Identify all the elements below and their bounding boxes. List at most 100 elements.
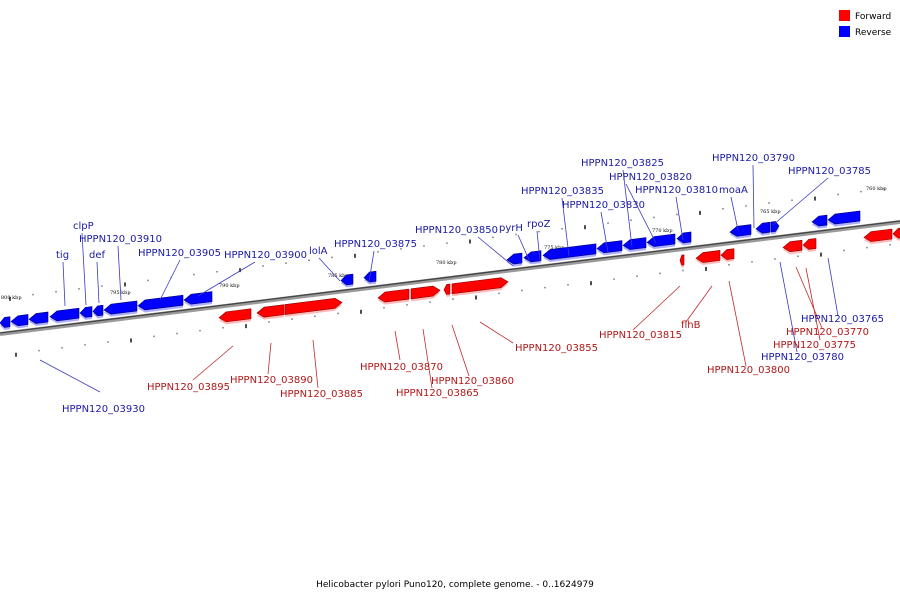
gene-arrow-hppn120_03855[interactable] [451,277,509,297]
gene-label-hppn120_03830[interactable]: HPPN120_03830 [562,200,645,211]
leader-line [730,196,739,231]
leader-line [827,257,839,317]
leader-line [479,321,514,344]
gene-arrow-unlabeled-2[interactable] [10,314,29,329]
gene-arrow-hppn120_03775[interactable] [782,239,803,255]
gene-label-hppn120_03825[interactable]: HPPN120_03825 [581,158,664,169]
gene-label-hppn120_03905[interactable]: HPPN120_03905 [138,248,221,259]
gene-arrow-hppn120_03905[interactable] [137,294,184,313]
gene-label-hppn120_03865[interactable]: HPPN120_03865 [396,388,479,399]
gene-arrow-hppn120_03790[interactable] [755,221,771,236]
gene-arrow-def[interactable] [92,304,104,319]
gene-label-hppn120_03860[interactable]: HPPN120_03860 [431,376,514,387]
gene-arrow-hppn120_03895[interactable] [218,308,252,325]
gene-arrow-moaa[interactable] [729,224,752,239]
scale-label-kbp: 785 kbp [328,273,349,279]
gene-label-hppn120_03855[interactable]: HPPN120_03855 [515,343,598,354]
scale-label-kbp: 780 kbp [436,260,457,266]
gene-arrow-pyrh[interactable] [523,250,542,265]
gene-arrow-hppn120_03900[interactable] [183,291,213,307]
gene-label-hppn120_03850[interactable]: HPPN120_03850 [415,225,498,236]
gene-arrow-unlabeled-3[interactable] [28,311,49,327]
gene-label-hppn120_03930[interactable]: HPPN120_03930 [62,404,145,415]
gene-label-def[interactable]: def [89,250,106,261]
gene-label-lola[interactable]: lolA [309,246,328,257]
gene-label-clpp[interactable]: clpP [73,221,94,232]
scale-ticks [9,187,891,357]
gene-arrow-hppn120_03820[interactable] [646,233,676,250]
gene-arrow-tig[interactable] [49,307,80,324]
gene-arrow-hppn120_03910[interactable] [103,300,138,317]
gene-arrow-hppn120_03860[interactable] [443,283,451,297]
leader-line [96,261,100,304]
gene-label-hppn120_03900[interactable]: HPPN120_03900 [224,250,307,261]
gene-label-hppn120_03785[interactable]: HPPN120_03785 [788,166,871,177]
gene-arrow-hppn120_03835[interactable] [542,243,597,263]
gene-arrow-clpp[interactable] [79,306,93,320]
gene-label-hppn120_03820[interactable]: HPPN120_03820 [609,172,692,183]
gene-label-hppn120_03800[interactable]: HPPN120_03800 [707,365,790,376]
gene-arrow-hppn120_03770[interactable] [802,238,817,252]
gene-body [863,228,893,242]
gene-arrow-unlabeled-1[interactable] [0,316,11,330]
gene-label-hppn120_03885[interactable]: HPPN120_03885 [280,389,363,400]
gene-arrow-hppn120_03800[interactable] [720,248,735,263]
scale-label-kbp: 775 kbp [544,245,565,251]
gene-arrow-hppn120_03810[interactable] [676,231,692,246]
gene-arrow-hppn120_03850[interactable] [506,252,523,267]
gene-body [596,240,623,254]
gene-label-hppn120_03810[interactable]: HPPN120_03810 [635,185,718,196]
gene-body [10,314,29,327]
gene-label-flhb[interactable]: flhB [681,320,701,331]
leader-line [561,197,570,257]
leader-line [536,230,541,262]
gene-arrow-hppn120_03780[interactable] [811,214,828,229]
gene-arrow-unlabeled-4[interactable] [863,228,893,245]
legend-reverse-label: Reverse [855,28,892,38]
gene-label-hppn120_03780[interactable]: HPPN120_03780 [761,352,844,363]
gene-arrow-hppn120_03815[interactable] [679,254,685,268]
gene-label-hppn120_03770[interactable]: HPPN120_03770 [786,327,869,338]
leader-line [81,232,87,306]
gene-arrow-flhb[interactable] [695,250,721,266]
gene-body [755,221,771,234]
gene-label-tig[interactable]: tig [56,250,69,261]
leader-line [62,261,66,307]
gene-label-hppn120_03910[interactable]: HPPN120_03910 [79,234,162,245]
gene-arrow-hppn120_03870[interactable] [377,288,410,305]
gene-arrow-lola[interactable] [340,273,354,288]
leader-line [192,345,234,381]
gene-arrow-hppn120_03830[interactable] [596,240,623,256]
gene-body [183,291,213,305]
gene-label-hppn120_03835[interactable]: HPPN120_03835 [521,186,604,197]
gene-label-rpoz[interactable]: rpoZ [527,219,551,230]
gene-label-hppn120_03890[interactable]: HPPN120_03890 [230,375,313,386]
gene-label-hppn120_03875[interactable]: HPPN120_03875 [334,239,417,250]
gene-label-hppn120_03765[interactable]: HPPN120_03765 [801,314,884,325]
gene-arrow-hppn120_03765[interactable] [827,210,861,227]
gene-body [729,224,752,237]
gene-body [410,285,441,300]
scale-label-kbp: 760 kbp [866,186,887,192]
gene-body [103,300,138,315]
gene-body [542,243,597,260]
gene-arrow-unlabeled-5[interactable] [892,227,900,241]
gene-arrow-hppn120_03885[interactable] [284,298,343,318]
gene-body [811,214,828,227]
gene-arrow-hppn120_03865[interactable] [410,285,441,302]
leader-line [728,280,747,367]
gene-label-hppn120_03870[interactable]: HPPN120_03870 [360,362,443,373]
gene-arrow-hppn120_03825[interactable] [622,237,647,253]
leader-line [795,266,823,329]
gene-label-hppn120_03790[interactable]: HPPN120_03790 [712,153,795,164]
gene-arrow-hppn120_03785[interactable] [770,221,780,235]
gene-label-moaa[interactable]: moaA [719,185,748,196]
gene-label-pyrh[interactable]: pyrH [499,223,523,234]
gene-label-hppn120_03815[interactable]: HPPN120_03815 [599,330,682,341]
leader-line [517,234,531,263]
gene-label-hppn120_03775[interactable]: HPPN120_03775 [773,340,856,351]
gene-label-hppn120_03895[interactable]: HPPN120_03895 [147,382,230,393]
gene-arrow-hppn120_03890[interactable] [256,304,285,320]
